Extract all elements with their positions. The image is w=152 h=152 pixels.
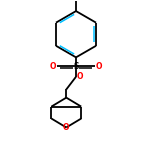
Text: S: S xyxy=(73,62,79,71)
Text: O: O xyxy=(63,123,70,132)
Text: O: O xyxy=(50,62,56,71)
Text: O: O xyxy=(77,72,83,81)
Text: O: O xyxy=(96,62,102,71)
